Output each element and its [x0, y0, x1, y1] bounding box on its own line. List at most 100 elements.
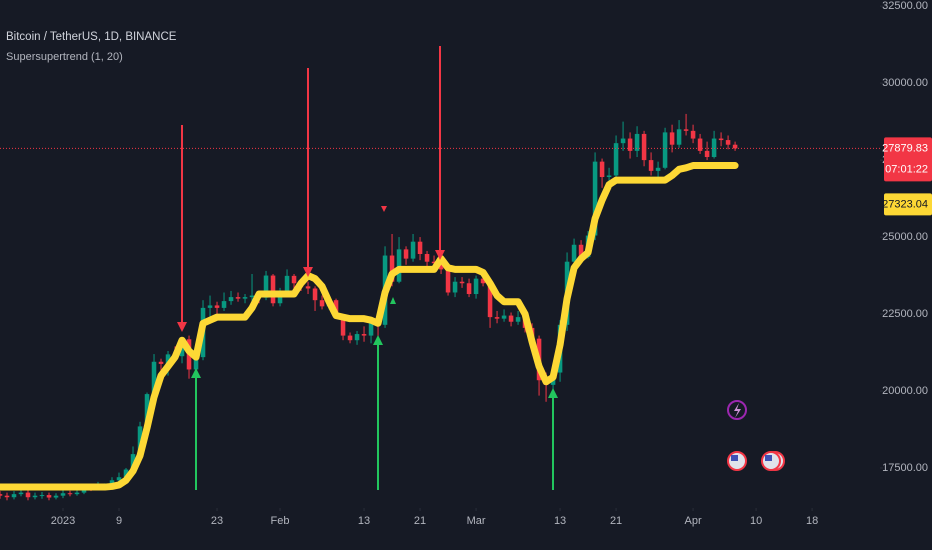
candle-body — [487, 283, 493, 318]
candle-body — [417, 241, 423, 254]
event-icons — [727, 400, 785, 471]
countdown-label: 07:01:22 — [885, 163, 928, 175]
candle-body — [431, 261, 437, 264]
candle-body — [291, 275, 297, 284]
candle-body — [571, 244, 577, 262]
y-tick-label: 20000.00 — [882, 385, 928, 397]
y-tick-label: 22500.00 — [882, 308, 928, 320]
candle-body — [494, 317, 500, 319]
y-tick-label: 17500.00 — [882, 462, 928, 474]
candle-body — [221, 301, 227, 308]
sell-arrows — [177, 46, 445, 332]
candle-body — [508, 315, 514, 322]
candle-body — [123, 469, 129, 478]
candle-body — [340, 315, 346, 336]
candle-body — [438, 263, 444, 270]
candle-body — [620, 138, 626, 144]
x-tick-label: 10 — [750, 515, 762, 527]
candle-body — [319, 300, 325, 307]
candle-body — [284, 275, 290, 295]
y-tick-label: 32500.00 — [882, 0, 928, 12]
indicator-line — [0, 162, 739, 491]
candle-body — [235, 297, 241, 299]
candle-body — [704, 150, 710, 158]
x-tick-label: 21 — [414, 515, 426, 527]
candle-body — [368, 321, 374, 336]
candle-body — [347, 335, 353, 341]
candle-body — [18, 492, 24, 495]
candle-body — [270, 275, 276, 304]
candle-body — [592, 161, 598, 236]
candle-body — [74, 492, 80, 495]
plot-area — [0, 113, 880, 501]
candle-body — [109, 480, 115, 485]
candle-body — [662, 132, 668, 168]
indicator-tag — [884, 193, 932, 216]
candle-body — [193, 357, 199, 370]
candle-body — [277, 294, 283, 304]
candle-body — [354, 334, 360, 341]
candle-body — [690, 130, 696, 139]
candle-body — [725, 140, 731, 145]
candle-body — [151, 361, 157, 395]
candle-body — [669, 132, 675, 145]
y-tick-label: 30000.00 — [882, 77, 928, 89]
candle-body — [641, 133, 647, 161]
buy-arrows — [191, 297, 558, 490]
candle-body — [25, 492, 31, 498]
candle-body — [305, 286, 311, 289]
chart-title: Bitcoin / TetherUS, 1D, BINANCE — [6, 31, 177, 43]
candle-body — [410, 241, 416, 259]
candle-body — [214, 305, 220, 308]
candle-body — [11, 494, 17, 498]
candle-body — [578, 244, 584, 258]
candle-body — [228, 297, 234, 302]
candle-body — [158, 361, 164, 364]
candle-body — [473, 278, 479, 295]
candle-body — [466, 283, 472, 295]
candle-body — [627, 138, 633, 151]
x-tick-label: Feb — [271, 515, 290, 527]
x-tick-label: 21 — [610, 515, 622, 527]
candle-body — [60, 493, 66, 496]
candle-body — [515, 317, 521, 322]
candle-body — [459, 281, 465, 284]
candle-body — [53, 495, 59, 498]
candle-body — [424, 254, 430, 262]
candle-body — [599, 161, 605, 178]
candle-body — [144, 394, 150, 427]
x-tick-label: 13 — [554, 515, 566, 527]
candle-body — [648, 160, 654, 171]
candle-body — [207, 305, 213, 308]
candle-body — [312, 288, 318, 301]
candle-body — [480, 278, 486, 284]
candle-body — [4, 495, 10, 498]
candle-body — [263, 275, 269, 298]
candle-body — [697, 138, 703, 151]
candle-body — [116, 477, 122, 481]
indicator-value-label: 27323.04 — [882, 198, 928, 210]
candle-body — [249, 295, 255, 298]
y-tick-label: 25000.00 — [882, 231, 928, 243]
candle-body — [403, 249, 409, 259]
candle-body — [732, 144, 738, 149]
x-tick-label: 13 — [358, 515, 370, 527]
candle-body — [676, 129, 682, 145]
candle-body — [39, 495, 45, 497]
last-price-tag — [884, 137, 932, 182]
candle-body — [655, 167, 661, 171]
candle-body — [613, 143, 619, 176]
x-tick-label: Mar — [467, 515, 486, 527]
candle-body — [389, 255, 395, 282]
candle-body — [634, 133, 640, 151]
candle-body — [445, 269, 451, 293]
x-tick-label: 9 — [116, 515, 122, 527]
candle-body — [242, 297, 248, 299]
candle-body — [501, 315, 507, 319]
candle-body — [711, 138, 717, 158]
candle-body — [396, 249, 402, 282]
last-price-label: 27879.83 — [882, 142, 928, 154]
